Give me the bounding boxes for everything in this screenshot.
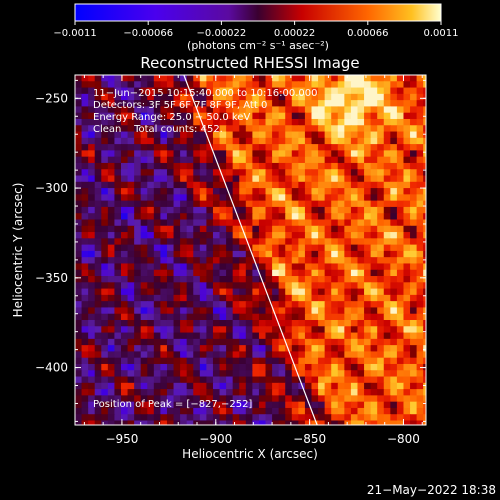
- annotation-clean-counts: Clean Total counts: 452.: [93, 124, 223, 135]
- y-axis-label: Heliocentric Y (arcsec): [11, 183, 25, 318]
- colorbar-ticks: −0.0011 −0.00066 −0.00022 0.00022 0.00066 0.0…: [53, 21, 459, 39]
- plot-area: −950 −900 −850 −800 −400 −350 −300 −250 11−Jun−…: [35, 74, 427, 446]
- heatmap-image: [75, 75, 426, 425]
- colorbar-tick-label: 0.00066: [347, 28, 388, 39]
- colorbar-tick-label: 0.00022: [274, 28, 315, 39]
- colorbar-unit-label: (photons cm⁻² s⁻¹ asec⁻²): [187, 39, 329, 52]
- y-tick-label: −350: [35, 271, 68, 285]
- peak-position-label: Position of Peak = [−827,−252]: [93, 399, 252, 410]
- annotation-block: 11−Jun−2015 10:15:40.000 to 10:16:00.000…: [93, 88, 318, 135]
- colorbar-tick-label: 0.0011: [424, 28, 459, 39]
- plot-frame: [74, 74, 427, 426]
- footer-timestamp: 21−May−2022 18:38: [367, 483, 496, 497]
- x-tick-label: −800: [387, 432, 420, 446]
- colorbar-gradient: [74, 3, 442, 22]
- x-axis-label: Heliocentric X (arcsec): [182, 447, 318, 461]
- y-tick-label: −400: [35, 361, 68, 375]
- chart-title: Reconstructed RHESSI Image: [140, 54, 359, 72]
- colorbar-tick-label: −0.0011: [53, 28, 96, 39]
- x-tick-label: −950: [105, 432, 138, 446]
- annotation-time-range: 11−Jun−2015 10:15:40.000 to 10:16:00.000: [93, 88, 318, 99]
- colorbar-tick-label: −0.00066: [123, 28, 173, 39]
- annotation-detectors: Detectors: 3F 5F 6F 7F 8F 9F, Att 0: [93, 100, 267, 111]
- axis-ticks: −950 −900 −850 −800 −400 −350 −300 −250: [35, 75, 426, 446]
- colorbar-tick-label: −0.00022: [197, 28, 247, 39]
- x-tick-label: −850: [293, 432, 326, 446]
- colorbar: −0.0011 −0.00066 −0.00022 0.00022 0.00066 0.0…: [53, 3, 459, 52]
- x-tick-label: −900: [199, 432, 232, 446]
- y-tick-label: −250: [35, 91, 68, 105]
- y-tick-label: −300: [35, 181, 68, 195]
- solar-limb-line: [183, 74, 318, 426]
- annotation-energy-range: Energy Range: 25.0 − 50.0 keV: [93, 112, 250, 123]
